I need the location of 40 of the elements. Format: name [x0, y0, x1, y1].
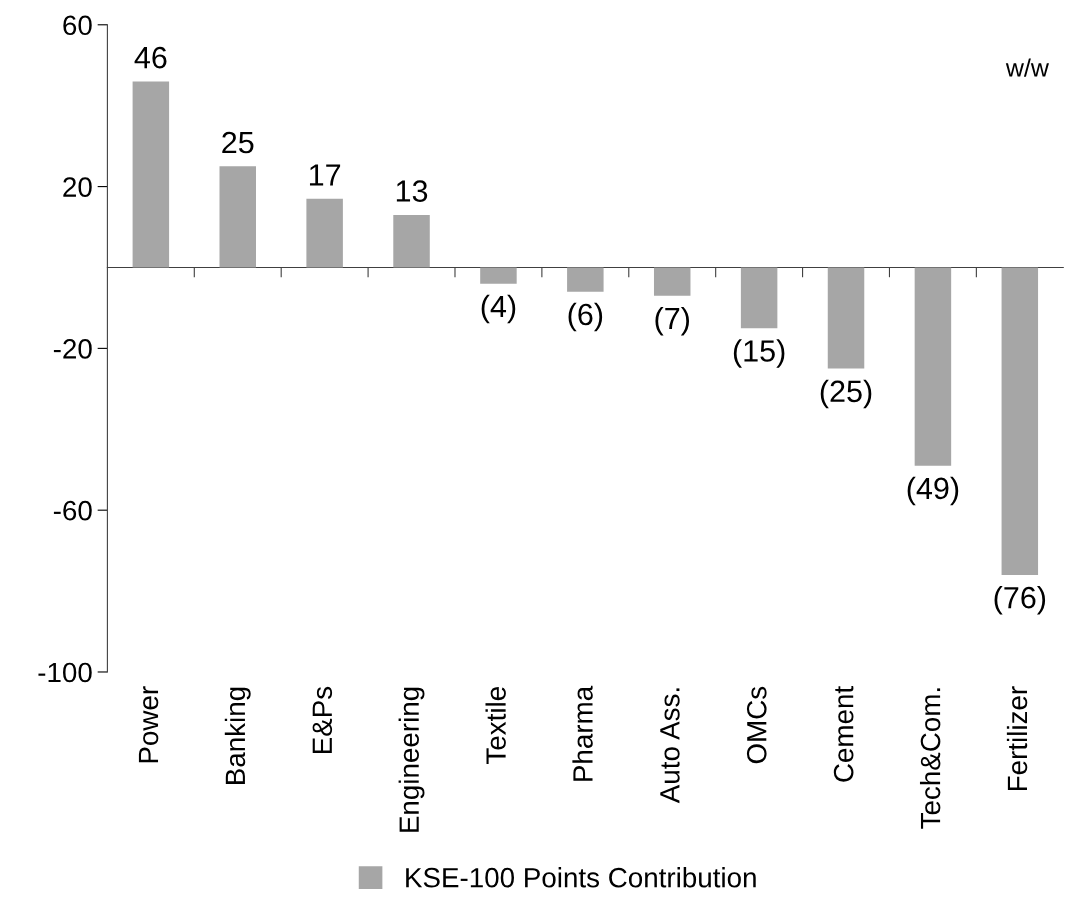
- bar: [132, 81, 170, 268]
- bar: [393, 214, 430, 268]
- x-tick-label: OMCs: [746, 686, 767, 764]
- x-tick-label: Power: [138, 686, 159, 763]
- bar: [827, 267, 865, 369]
- x-tick-label: Textile: [485, 687, 506, 764]
- y-tick-label: -100: [38, 662, 92, 683]
- data-label: 17: [309, 164, 341, 186]
- x-tick-label: Auto Ass.: [660, 688, 680, 804]
- bar: [219, 166, 256, 268]
- data-label: (25): [820, 379, 872, 409]
- data-label: 25: [222, 131, 254, 154]
- y-tick-label: -60: [53, 500, 92, 521]
- bar: [914, 267, 952, 466]
- x-tick-label: E&Ps: [312, 686, 333, 754]
- legend-label: KSE-100 Points Contribution: [406, 867, 756, 888]
- x-tick-label: Pharma: [572, 685, 593, 781]
- bar: [567, 267, 604, 292]
- x-tick-label: Engineering: [398, 687, 425, 832]
- data-label: (15): [733, 339, 785, 368]
- bar: [740, 267, 778, 329]
- data-label: (7): [655, 306, 689, 336]
- bar: [1001, 267, 1039, 575]
- y-tick-label: -20: [53, 339, 92, 359]
- bar: [653, 267, 691, 296]
- bar: [306, 198, 343, 268]
- data-label: (6): [568, 302, 603, 332]
- annotation: w/w: [1005, 58, 1049, 77]
- y-tick-label: 20: [63, 177, 92, 197]
- x-tick-label: Banking: [224, 687, 251, 784]
- y-tick-label: 60: [63, 15, 92, 36]
- x-tick-label: Tech&Com.: [919, 688, 941, 829]
- x-tick-label: Cement: [833, 686, 854, 782]
- data-label: 13: [396, 180, 428, 202]
- data-label: (76): [994, 586, 1046, 615]
- data-label: (4): [481, 294, 516, 324]
- data-label: (49): [907, 476, 959, 506]
- x-tick-label: Fertilizer: [1006, 686, 1028, 791]
- data-label: 46: [134, 46, 167, 69]
- bar: [480, 267, 517, 284]
